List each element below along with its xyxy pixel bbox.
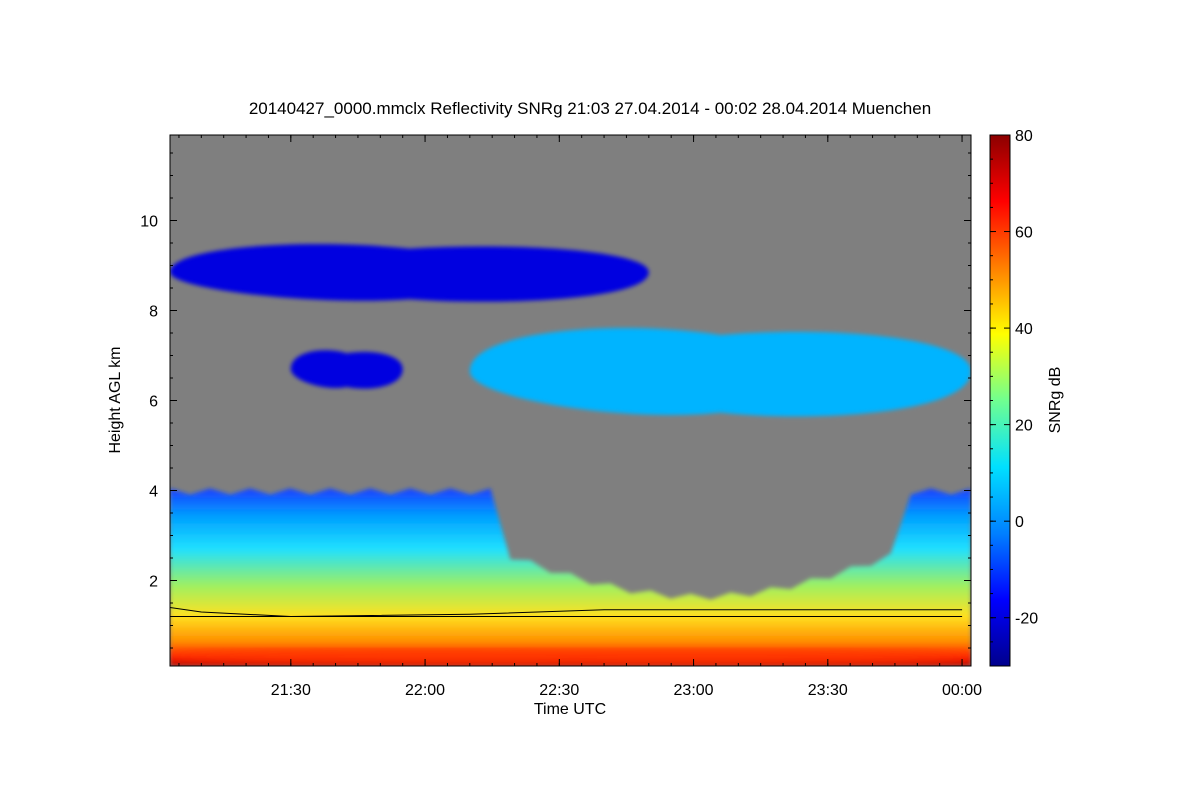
line-cloud-base (170, 607, 963, 618)
x-tick-label: 00:00 (942, 682, 982, 699)
colorbar-tick-label: 40 (1015, 321, 1033, 338)
region-upper-cirrus-layer (170, 244, 649, 302)
plot-area (170, 135, 971, 666)
x-tick-label: 23:00 (674, 682, 714, 699)
x-tick-label: 22:30 (539, 682, 579, 699)
y-tick-label: 10 (140, 214, 158, 231)
y-tick-label: 6 (149, 394, 158, 411)
x-tick-label: 23:30 (808, 682, 848, 699)
region-lower-precipitating-layer (170, 488, 971, 666)
colorbar-tick-label: 0 (1015, 514, 1024, 531)
x-axis: 21:30 22:00 22:30 23:00 23:30 00:00 (178, 135, 982, 699)
colorbar-ticks: -20 0 20 40 60 80 (990, 128, 1038, 667)
y-axis: 2 4 6 8 10 (140, 152, 971, 649)
colorbar-tick-label: -20 (1015, 611, 1038, 628)
colorbar-tick-label: 20 (1015, 418, 1033, 435)
colorbar-tick-label: 80 (1015, 128, 1033, 145)
colorbar: -20 0 20 40 60 80 SNRg dB (989, 128, 1064, 667)
y-axis-label: Height AGL km (107, 346, 124, 453)
echo-regions (170, 244, 971, 666)
colorbar-label: SNRg dB (1047, 367, 1064, 434)
x-tick-label: 21:30 (271, 682, 311, 699)
y-tick-label: 2 (149, 574, 158, 591)
y-tick-label: 8 (149, 304, 158, 321)
x-tick-label: 22:00 (405, 682, 445, 699)
y-tick-label: 4 (149, 484, 158, 501)
overlay-lines (170, 607, 963, 618)
x-axis-label: Time UTC (534, 701, 606, 718)
chart-title: 20140427_0000.mmclx Reflectivity SNRg 21… (249, 99, 931, 118)
colorbar-tick-label: 60 (1015, 225, 1033, 242)
region-mid-level-layer-west (290, 350, 403, 389)
region-surface-layer (170, 649, 971, 665)
region-mid-level-layer-east (469, 328, 971, 417)
